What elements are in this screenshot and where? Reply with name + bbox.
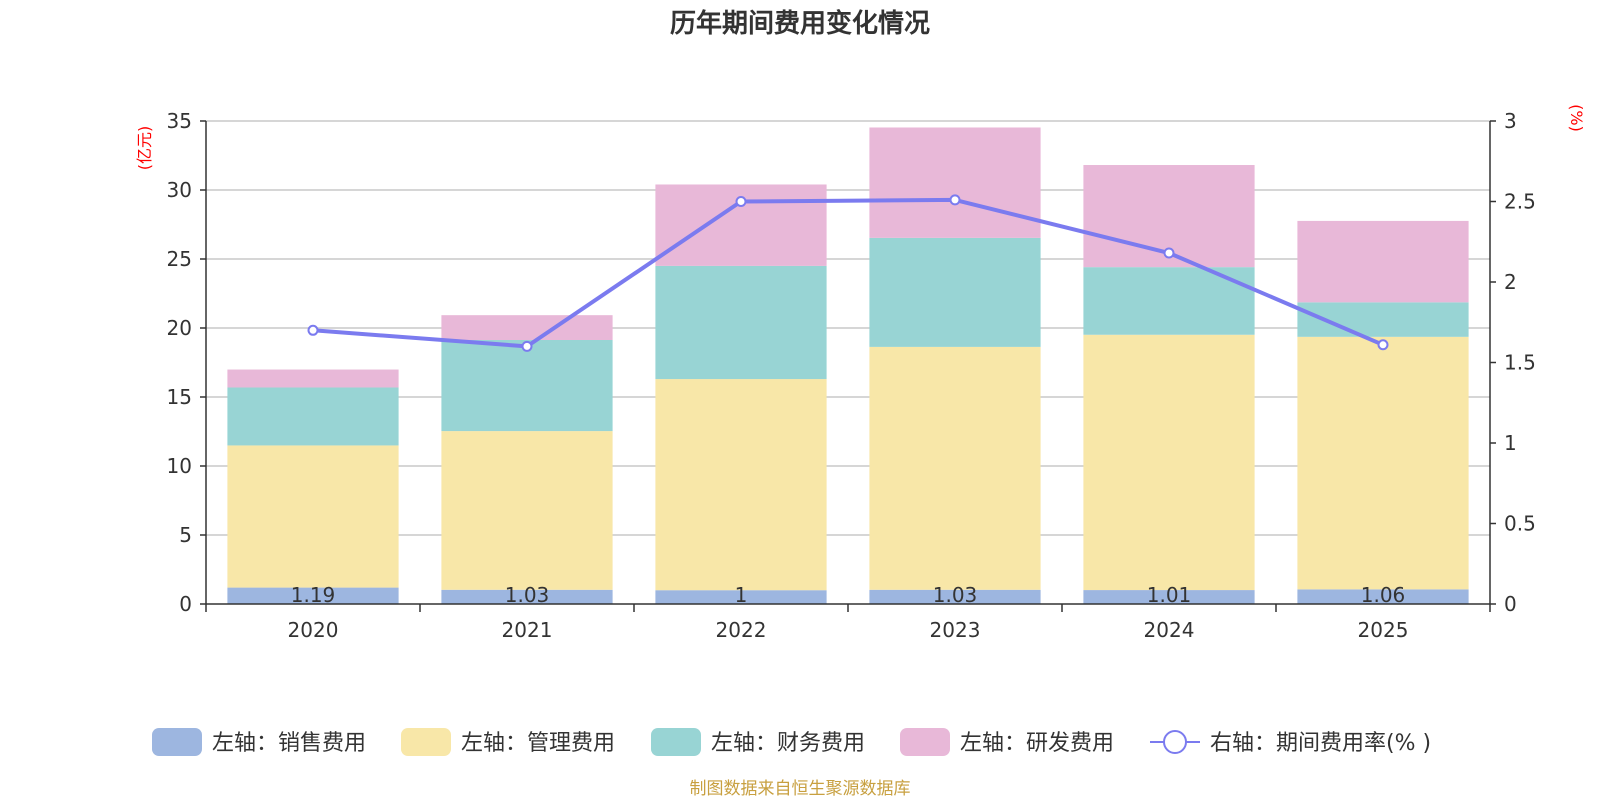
rate-line-path [312, 197, 1384, 349]
left-tick-label: 25 [167, 247, 192, 271]
right-tick-label: 0 [1504, 592, 1517, 616]
bar-segment-s0-2025 [1297, 589, 1469, 604]
bar-data-label: 1.19 [291, 583, 336, 607]
right-tick-label: 1.5 [1504, 351, 1536, 375]
x-tick-label: 2021 [502, 618, 553, 642]
bar-segment-s3-2020 [227, 369, 399, 388]
bar-data-label: 1.03 [933, 583, 978, 607]
chart-title: 历年期间费用变化情况 [670, 8, 930, 39]
legend-swatch [651, 728, 701, 756]
bar-data-label: 1.01 [1147, 583, 1192, 607]
x-tick-label: 2023 [930, 618, 981, 642]
legend-swatch [900, 728, 950, 756]
rate-point [521, 340, 533, 352]
bar-segment-s2-2023 [869, 237, 1041, 347]
left-tick-label: 30 [167, 178, 192, 202]
source-note: 制图数据来自恒生聚源数据库 [690, 779, 911, 799]
bar-segment-s3-2021 [441, 315, 613, 341]
bars [227, 127, 1469, 604]
rate-point [1377, 339, 1389, 351]
left-tick-label: 10 [167, 454, 192, 478]
bar-segment-s1-2024 [1083, 334, 1255, 591]
bar-segment-s2-2021 [441, 340, 613, 432]
rate-point [949, 194, 961, 206]
bar-segment-s0-2024 [1083, 590, 1255, 604]
legend-marker [1163, 730, 1187, 754]
rate-point [735, 196, 747, 207]
bar-segment-s3-2025 [1297, 220, 1469, 303]
data-labels: 1.19 1.03 1 1.03 1.01 1.06 [291, 583, 1406, 607]
bar-segment-s1-2022 [655, 379, 827, 591]
bar-data-label: 1.06 [1361, 583, 1406, 607]
right-tick-label: 0.5 [1504, 512, 1536, 536]
bar-data-label: 1.03 [505, 583, 550, 607]
legend-swatch [152, 728, 202, 756]
legend-label: 左轴：财务费用 [711, 731, 865, 756]
bar-segment-s2-2020 [227, 387, 399, 446]
rate-line [307, 194, 1389, 352]
bar-segment-s1-2025 [1297, 336, 1469, 590]
rate-point [307, 324, 319, 336]
bar-segment-s3-2023 [869, 127, 1041, 238]
gridlines [206, 120, 1490, 536]
left-tick-label: 0 [179, 592, 192, 616]
left-tick-label: 15 [167, 385, 192, 409]
left-axis-unit: (亿元) [135, 126, 154, 171]
bar-segment-s1-2021 [441, 431, 613, 590]
x-tick-label: 2024 [1144, 618, 1195, 642]
legend: 左轴：销售费用 左轴：管理费用 左轴：财务费用 左轴：研发费用 右轴：期间费用率(% ) [152, 728, 1431, 756]
legend-label: 左轴：销售费用 [212, 731, 366, 756]
legend-label: 左轴：研发费用 [960, 731, 1114, 756]
bar-segment-s2-2022 [655, 265, 827, 380]
bar-segment-s1-2020 [227, 445, 399, 588]
left-tick-label: 35 [167, 109, 192, 133]
right-axis-unit: (%) [1567, 104, 1586, 132]
right-tick-label: 2 [1504, 270, 1517, 294]
left-tick-label: 5 [179, 523, 192, 547]
rate-point [1163, 247, 1175, 259]
x-tick-label: 2025 [1358, 618, 1409, 642]
legend-label: 右轴：期间费用率(% ) [1210, 731, 1431, 756]
bar-segment-s0-2023 [869, 589, 1041, 604]
right-tick-label: 3 [1504, 109, 1517, 133]
x-tick-label: 2022 [716, 618, 767, 642]
legend-swatch [401, 728, 451, 756]
x-tick-label: 2020 [288, 618, 339, 642]
bar-data-label: 1 [735, 583, 748, 607]
bar-segment-s0-2021 [441, 589, 613, 604]
legend-label: 左轴：管理费用 [461, 731, 615, 756]
bar-segment-s0-2020 [227, 587, 399, 604]
left-tick-label: 20 [167, 316, 192, 340]
right-tick-label: 1 [1504, 431, 1517, 455]
bar-segment-s1-2023 [869, 346, 1041, 590]
bar-segment-s0-2022 [655, 590, 827, 604]
right-tick-label: 2.5 [1504, 190, 1536, 214]
